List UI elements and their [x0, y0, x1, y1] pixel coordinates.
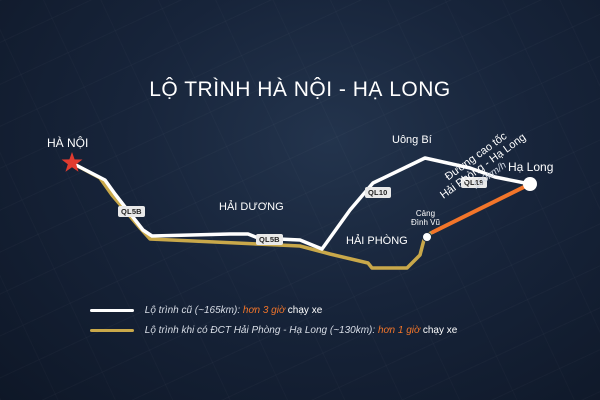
- cang-dinh-vu-label: Cảng Đình Vũ: [411, 209, 440, 227]
- road-badge-ql5b-mid: QL5B: [256, 234, 283, 245]
- dinh-vu-port-marker: [422, 232, 432, 242]
- cang-dinh-vu-line1: Cảng: [415, 209, 436, 218]
- legend-old-route-swatch: [90, 308, 134, 312]
- page-title: LỘ TRÌNH HÀ NỘI - HẠ LONG: [149, 78, 451, 101]
- legend-new-suffix: chạy xe: [420, 325, 458, 336]
- hai-phong-label: HẢI PHÒNG: [346, 235, 408, 247]
- legend-old-highlight: hơn 3 giờ: [242, 305, 286, 316]
- road-badge-ql18: QL18: [461, 177, 487, 188]
- legend-old-text: Lộ trình cũ (~165km):: [144, 305, 243, 316]
- road-badge-ql10: QL10: [365, 187, 391, 198]
- expressway-line: [431, 182, 532, 234]
- legend-new-highlight: hơn 1 giờ: [377, 325, 421, 336]
- road-badge-ql5b-west: QL5B: [118, 206, 145, 217]
- legend-old-suffix: chạy xe: [285, 305, 323, 316]
- new-route-line: [70, 161, 435, 270]
- legend-old-route: Lộ trình cũ (~165km): hơn 3 giờ chạy xe: [90, 305, 322, 316]
- legend-new-route: Lộ trình khi có ĐCT Hải Phòng - Hạ Long …: [90, 325, 457, 336]
- legend-new-text: Lộ trình khi có ĐCT Hải Phòng - Hạ Long …: [144, 325, 378, 336]
- legend-new-route-swatch: [90, 328, 134, 332]
- ha-long-label: Hạ Long: [508, 160, 554, 174]
- hai-duong-label: HẢI DƯƠNG: [219, 201, 284, 213]
- cang-dinh-vu-line2: Đình Vũ: [411, 218, 440, 227]
- ha-long-marker: [523, 177, 537, 191]
- uong-bi-label: Uông Bí: [392, 134, 432, 146]
- ha-noi-star-icon: [61, 152, 83, 172]
- ha-noi-label: HÀ NỘI: [47, 136, 89, 150]
